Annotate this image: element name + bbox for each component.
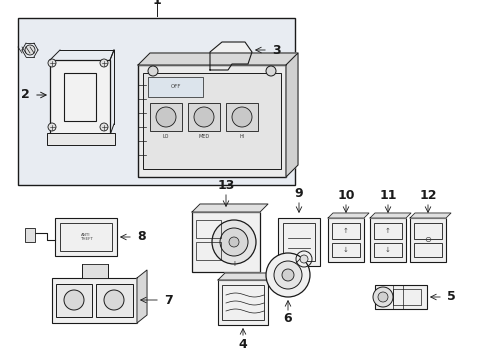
Bar xyxy=(47,133,115,145)
Text: ↑: ↑ xyxy=(384,228,390,234)
Circle shape xyxy=(273,261,302,289)
Bar xyxy=(25,228,35,242)
Text: 7: 7 xyxy=(163,293,172,306)
Polygon shape xyxy=(285,53,297,177)
Bar xyxy=(60,223,112,251)
Circle shape xyxy=(265,66,275,76)
Text: MED: MED xyxy=(198,135,209,139)
Circle shape xyxy=(228,237,239,247)
Text: 11: 11 xyxy=(379,189,396,202)
Circle shape xyxy=(377,292,387,302)
Bar xyxy=(413,223,441,239)
Bar xyxy=(138,65,285,177)
Bar xyxy=(82,264,108,278)
Bar xyxy=(148,77,203,97)
Text: ↓: ↓ xyxy=(384,247,390,253)
Bar xyxy=(18,18,294,185)
Text: LO: LO xyxy=(163,135,169,139)
Bar xyxy=(331,243,359,257)
Polygon shape xyxy=(409,213,450,218)
Bar xyxy=(331,223,359,239)
Bar xyxy=(187,103,220,131)
Text: 5: 5 xyxy=(446,291,455,303)
Text: ANTI
THEFT: ANTI THEFT xyxy=(80,233,92,241)
Text: 12: 12 xyxy=(418,189,436,202)
Circle shape xyxy=(220,228,247,256)
Circle shape xyxy=(156,107,176,127)
Circle shape xyxy=(25,45,35,55)
Circle shape xyxy=(265,253,309,297)
Bar xyxy=(196,242,221,260)
Text: ↓: ↓ xyxy=(343,247,348,253)
Polygon shape xyxy=(138,53,297,65)
Circle shape xyxy=(212,220,256,264)
Bar xyxy=(64,73,96,121)
Text: 4: 4 xyxy=(238,338,247,351)
Bar xyxy=(142,73,281,169)
Bar xyxy=(392,289,420,305)
Bar xyxy=(283,223,314,261)
Bar xyxy=(373,223,401,239)
Circle shape xyxy=(100,59,108,67)
Circle shape xyxy=(231,107,251,127)
Bar xyxy=(55,218,117,256)
Text: ↑: ↑ xyxy=(343,228,348,234)
Bar xyxy=(409,218,445,262)
Polygon shape xyxy=(137,270,147,323)
Text: 10: 10 xyxy=(337,189,354,202)
Text: 3: 3 xyxy=(271,44,280,57)
Circle shape xyxy=(104,290,124,310)
Polygon shape xyxy=(327,213,368,218)
Bar xyxy=(52,278,137,323)
Text: HI: HI xyxy=(239,135,244,139)
Text: 2: 2 xyxy=(21,89,30,102)
Bar xyxy=(369,218,405,262)
Text: OFF: OFF xyxy=(170,85,181,90)
Bar xyxy=(150,103,182,131)
Bar xyxy=(225,103,258,131)
Text: 9: 9 xyxy=(294,188,303,201)
Polygon shape xyxy=(218,273,274,280)
Bar xyxy=(50,60,110,135)
Polygon shape xyxy=(209,42,251,70)
Bar xyxy=(196,220,221,238)
Circle shape xyxy=(299,255,307,263)
Text: I: I xyxy=(232,261,235,267)
Bar xyxy=(327,218,363,262)
Text: 6: 6 xyxy=(283,312,292,325)
Bar xyxy=(374,285,426,309)
Bar xyxy=(218,280,267,325)
Circle shape xyxy=(48,59,56,67)
Circle shape xyxy=(148,66,158,76)
Polygon shape xyxy=(369,213,410,218)
Text: 1: 1 xyxy=(152,0,161,6)
Circle shape xyxy=(48,123,56,131)
Bar xyxy=(56,284,92,317)
Bar xyxy=(222,285,264,320)
Circle shape xyxy=(64,290,84,310)
Bar xyxy=(278,218,319,266)
Text: 8: 8 xyxy=(137,230,145,243)
Bar xyxy=(96,284,133,317)
Bar xyxy=(373,243,401,257)
Circle shape xyxy=(372,287,392,307)
Circle shape xyxy=(194,107,214,127)
Polygon shape xyxy=(192,204,267,212)
Bar xyxy=(413,243,441,257)
Circle shape xyxy=(100,123,108,131)
Bar xyxy=(192,212,260,272)
Circle shape xyxy=(282,269,293,281)
Text: ⊙: ⊙ xyxy=(424,235,430,244)
Text: 13: 13 xyxy=(217,180,234,193)
